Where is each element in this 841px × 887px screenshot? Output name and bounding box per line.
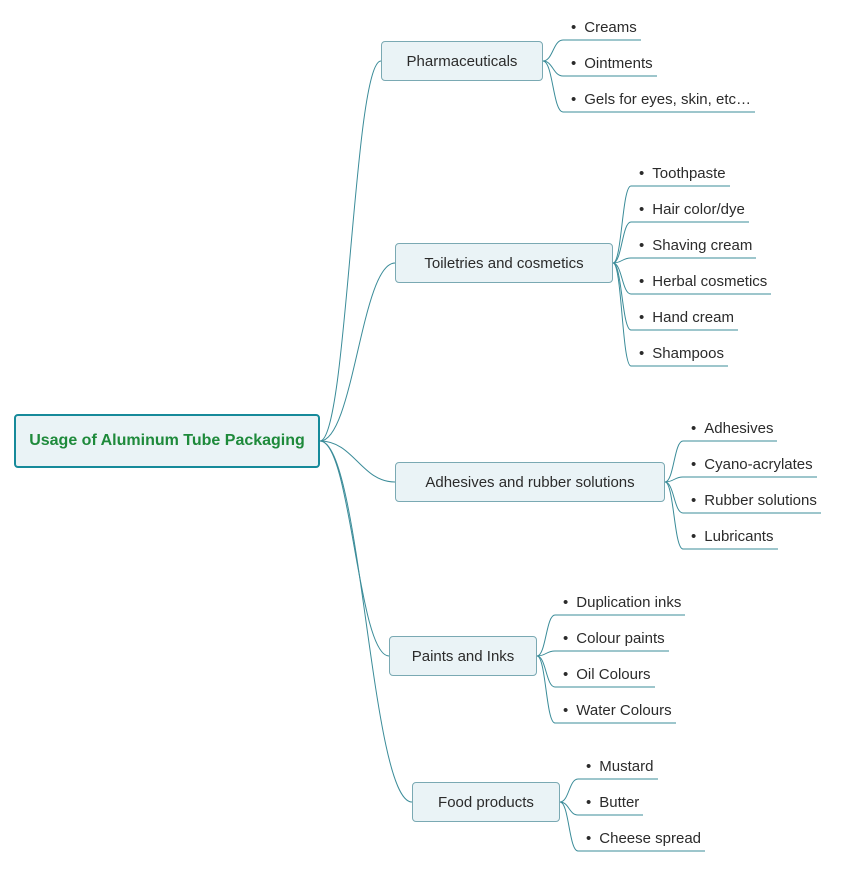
category-pharma: Pharmaceuticals	[381, 41, 543, 81]
category-food: Food products	[412, 782, 560, 822]
leaf-label: Adhesives	[704, 420, 773, 437]
leaf-label: Gels for eyes, skin, etc…	[584, 91, 751, 108]
category-adhesives: Adhesives and rubber solutions	[395, 462, 665, 502]
leaf-item: • Butter	[586, 789, 639, 815]
leaf-item: • Toothpaste	[639, 160, 726, 186]
bullet-icon: •	[639, 201, 644, 218]
leaf-label: Cheese spread	[599, 830, 701, 847]
bullet-icon: •	[639, 309, 644, 326]
leaf-label: Colour paints	[576, 630, 664, 647]
leaf-item: • Hair color/dye	[639, 196, 745, 222]
bullet-icon: •	[691, 456, 696, 473]
bullet-icon: •	[586, 758, 591, 775]
leaf-item: • Duplication inks	[563, 589, 681, 615]
leaf-label: Hand cream	[652, 309, 734, 326]
leaf-item: • Oil Colours	[563, 661, 650, 687]
leaf-label: Cyano-acrylates	[704, 456, 812, 473]
leaf-item: • Adhesives	[691, 415, 773, 441]
leaf-item: • Creams	[571, 14, 637, 40]
bullet-icon: •	[571, 19, 576, 36]
bullet-icon: •	[691, 420, 696, 437]
leaf-item: • Water Colours	[563, 697, 672, 723]
leaf-item: • Mustard	[586, 753, 653, 779]
bullet-icon: •	[639, 345, 644, 362]
bullet-icon: •	[639, 273, 644, 290]
leaf-label: Water Colours	[576, 702, 671, 719]
leaf-label: Hair color/dye	[652, 201, 745, 218]
bullet-icon: •	[691, 492, 696, 509]
bullet-icon: •	[571, 91, 576, 108]
leaf-label: Shampoos	[652, 345, 724, 362]
category-label: Food products	[438, 794, 534, 811]
leaf-label: Ointments	[584, 55, 652, 72]
leaf-label: Herbal cosmetics	[652, 273, 767, 290]
leaf-item: • Ointments	[571, 50, 653, 76]
bullet-icon: •	[563, 666, 568, 683]
leaf-label: Lubricants	[704, 528, 773, 545]
bullet-icon: •	[563, 702, 568, 719]
bullet-icon: •	[586, 830, 591, 847]
category-label: Toiletries and cosmetics	[424, 255, 583, 272]
leaf-label: Mustard	[599, 758, 653, 775]
bullet-icon: •	[563, 594, 568, 611]
leaf-label: Rubber solutions	[704, 492, 817, 509]
leaf-label: Shaving cream	[652, 237, 752, 254]
category-label: Paints and Inks	[412, 648, 515, 665]
category-label: Pharmaceuticals	[407, 53, 518, 70]
bullet-icon: •	[563, 630, 568, 647]
leaf-item: • Gels for eyes, skin, etc…	[571, 86, 751, 112]
bullet-icon: •	[691, 528, 696, 545]
leaf-label: Butter	[599, 794, 639, 811]
leaf-item: • Cheese spread	[586, 825, 701, 851]
leaf-item: • Rubber solutions	[691, 487, 817, 513]
leaf-item: • Cyano-acrylates	[691, 451, 813, 477]
bullet-icon: •	[586, 794, 591, 811]
category-paints: Paints and Inks	[389, 636, 537, 676]
leaf-label: Creams	[584, 19, 637, 36]
category-toiletries: Toiletries and cosmetics	[395, 243, 613, 283]
leaf-item: • Shampoos	[639, 340, 724, 366]
leaf-label: Toothpaste	[652, 165, 725, 182]
leaf-label: Duplication inks	[576, 594, 681, 611]
bullet-icon: •	[571, 55, 576, 72]
category-label: Adhesives and rubber solutions	[425, 474, 634, 491]
leaf-item: • Lubricants	[691, 523, 773, 549]
leaf-item: • Colour paints	[563, 625, 665, 651]
leaf-item: • Shaving cream	[639, 232, 752, 258]
root-label: Usage of Aluminum Tube Packaging	[29, 432, 305, 450]
root-node: Usage of Aluminum Tube Packaging	[14, 414, 320, 468]
leaf-item: • Herbal cosmetics	[639, 268, 767, 294]
bullet-icon: •	[639, 237, 644, 254]
bullet-icon: •	[639, 165, 644, 182]
leaf-item: • Hand cream	[639, 304, 734, 330]
leaf-label: Oil Colours	[576, 666, 650, 683]
